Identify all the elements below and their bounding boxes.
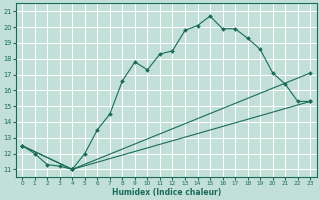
X-axis label: Humidex (Indice chaleur): Humidex (Indice chaleur) [112, 188, 221, 197]
